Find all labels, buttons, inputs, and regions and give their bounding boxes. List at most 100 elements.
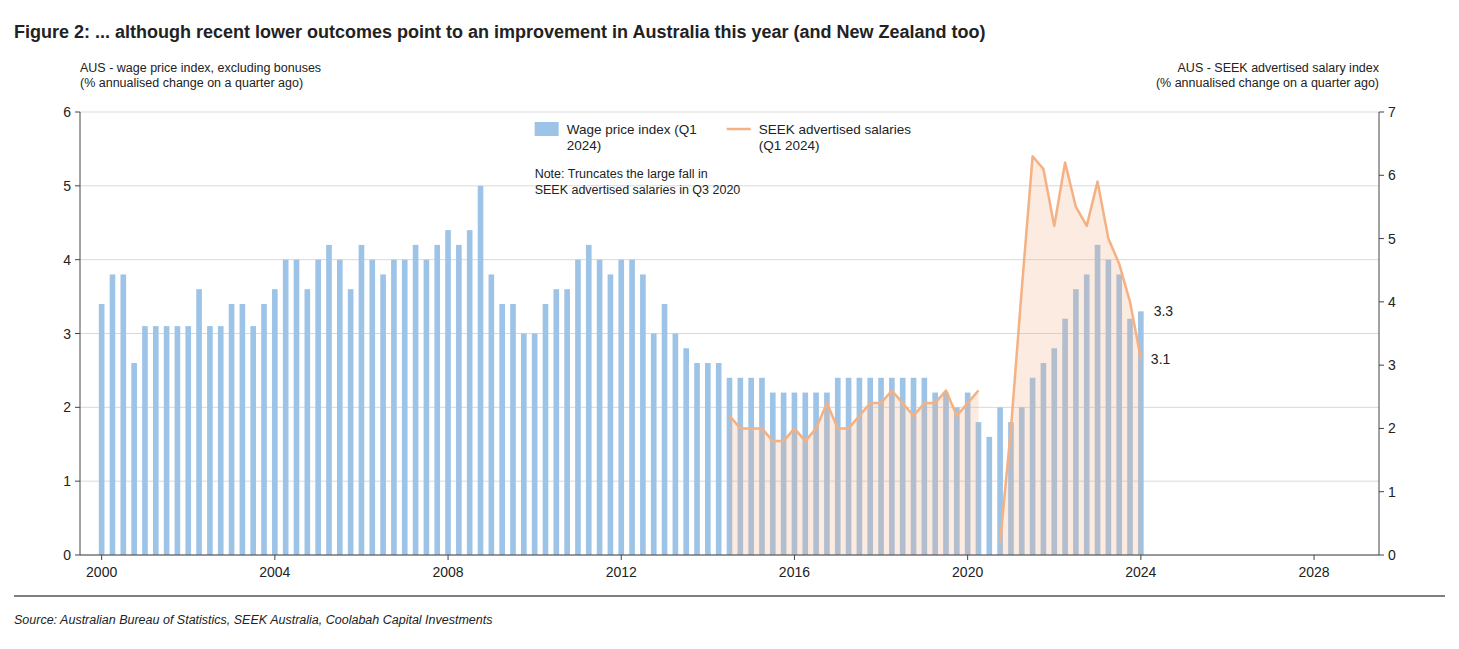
y2-tick [1379,365,1384,366]
bar [521,334,527,556]
bar [434,245,440,555]
text-line: Note: Truncates the large fall in [535,167,708,181]
bar [294,260,300,555]
y2-tick [1379,301,1384,302]
title: Figure 2: ... although recent lower outc… [14,22,985,42]
bar [478,186,484,555]
bar [131,363,137,555]
y-tick-label: 4 [63,252,71,268]
y2-tick [1379,175,1384,176]
bar [413,245,419,555]
x-tick-label: 2000 [86,564,117,580]
bar [153,326,159,555]
bar [553,289,559,555]
y-tick-label: 5 [63,178,71,194]
y2-tick-label: 1 [1388,484,1396,500]
y2-axis-line [1379,112,1380,555]
bar [640,274,646,555]
bar [597,260,603,555]
y-tick [75,112,80,113]
series-bar [99,186,1144,555]
x-tick-label: 2028 [1298,564,1329,580]
bar [218,326,224,555]
y2-tick [1379,112,1384,113]
bar [543,304,549,555]
legend-label: Wage price index (Q12024) [567,122,697,153]
rule [14,595,1445,596]
bar [380,274,386,555]
y-tick [75,407,80,408]
text-line: 2024) [567,138,602,153]
x-tick-label: 2012 [606,564,637,580]
bar [348,289,354,555]
plot-area [99,156,1144,555]
x-tick [621,555,622,560]
bar [391,260,397,555]
y2-axis-label: AUS - SEEK advertised salary index(% ann… [1156,61,1380,90]
bar [716,363,722,555]
bar [315,260,321,555]
bar [662,304,668,555]
note: Note: Truncates the large fall in SEEK ad… [535,167,741,197]
annotation: 3.3 [1154,303,1174,319]
text-line: SEEK advertised salaries [759,122,912,137]
grid-line [80,112,1379,113]
series-line [730,156,1141,555]
bar [683,348,689,555]
x-tick-label: 2008 [432,564,463,580]
bar [618,260,624,555]
x-tick-label: 2004 [259,564,290,580]
x-tick [448,555,449,560]
y2-tick [1379,491,1384,492]
bar [586,245,592,555]
bar [467,230,473,555]
bar [369,260,375,555]
bar [305,289,311,555]
bar [705,363,711,555]
x-tick-label: 2020 [952,564,983,580]
x-tick [967,555,968,560]
text-line: Wage price index (Q1 [567,122,697,137]
text-line: AUS - wage price index, excluding bonuse… [80,61,321,75]
y-tick-label: 6 [63,104,71,120]
x-tick-label: 2016 [779,564,810,580]
bar [629,260,635,555]
bar [445,230,451,555]
x-tick [794,555,795,560]
axes: 2000200420082012201620202024202801234560… [63,104,1396,580]
y-tick [75,185,80,186]
bar [207,326,213,555]
bar [164,326,170,555]
bar [326,245,332,555]
y-tick-label: 1 [63,473,71,489]
bar [99,304,105,555]
y2-tick-label: 6 [1388,167,1396,183]
source: Source: Australian Bureau of Statistics,… [14,613,492,627]
bar [532,334,538,556]
text-line: (% annualised change on a quarter ago) [80,76,303,90]
x-tick [1140,555,1141,560]
bar [250,326,256,555]
text-line: SEEK advertised salaries in Q3 2020 [535,183,741,197]
bar [673,334,679,556]
bar [240,304,246,555]
y2-tick-label: 2 [1388,420,1396,436]
text-line: (% annualised change on a quarter ago) [1156,76,1379,90]
bar [283,260,289,555]
line [730,156,1141,542]
bar [337,260,343,555]
annotation: 3.1 [1151,351,1171,367]
bar [651,334,657,556]
bar [456,245,462,555]
bar [196,289,202,555]
chart: Figure 2: ... although recent lower outc… [0,0,1459,649]
y2-tick-label: 0 [1388,547,1396,563]
bar [499,304,505,555]
bar [272,289,278,555]
bar [229,304,235,555]
bar [261,304,267,555]
grid-line [80,259,1379,260]
y-tick [75,259,80,260]
bar [185,326,191,555]
y2-tick-label: 3 [1388,357,1396,373]
